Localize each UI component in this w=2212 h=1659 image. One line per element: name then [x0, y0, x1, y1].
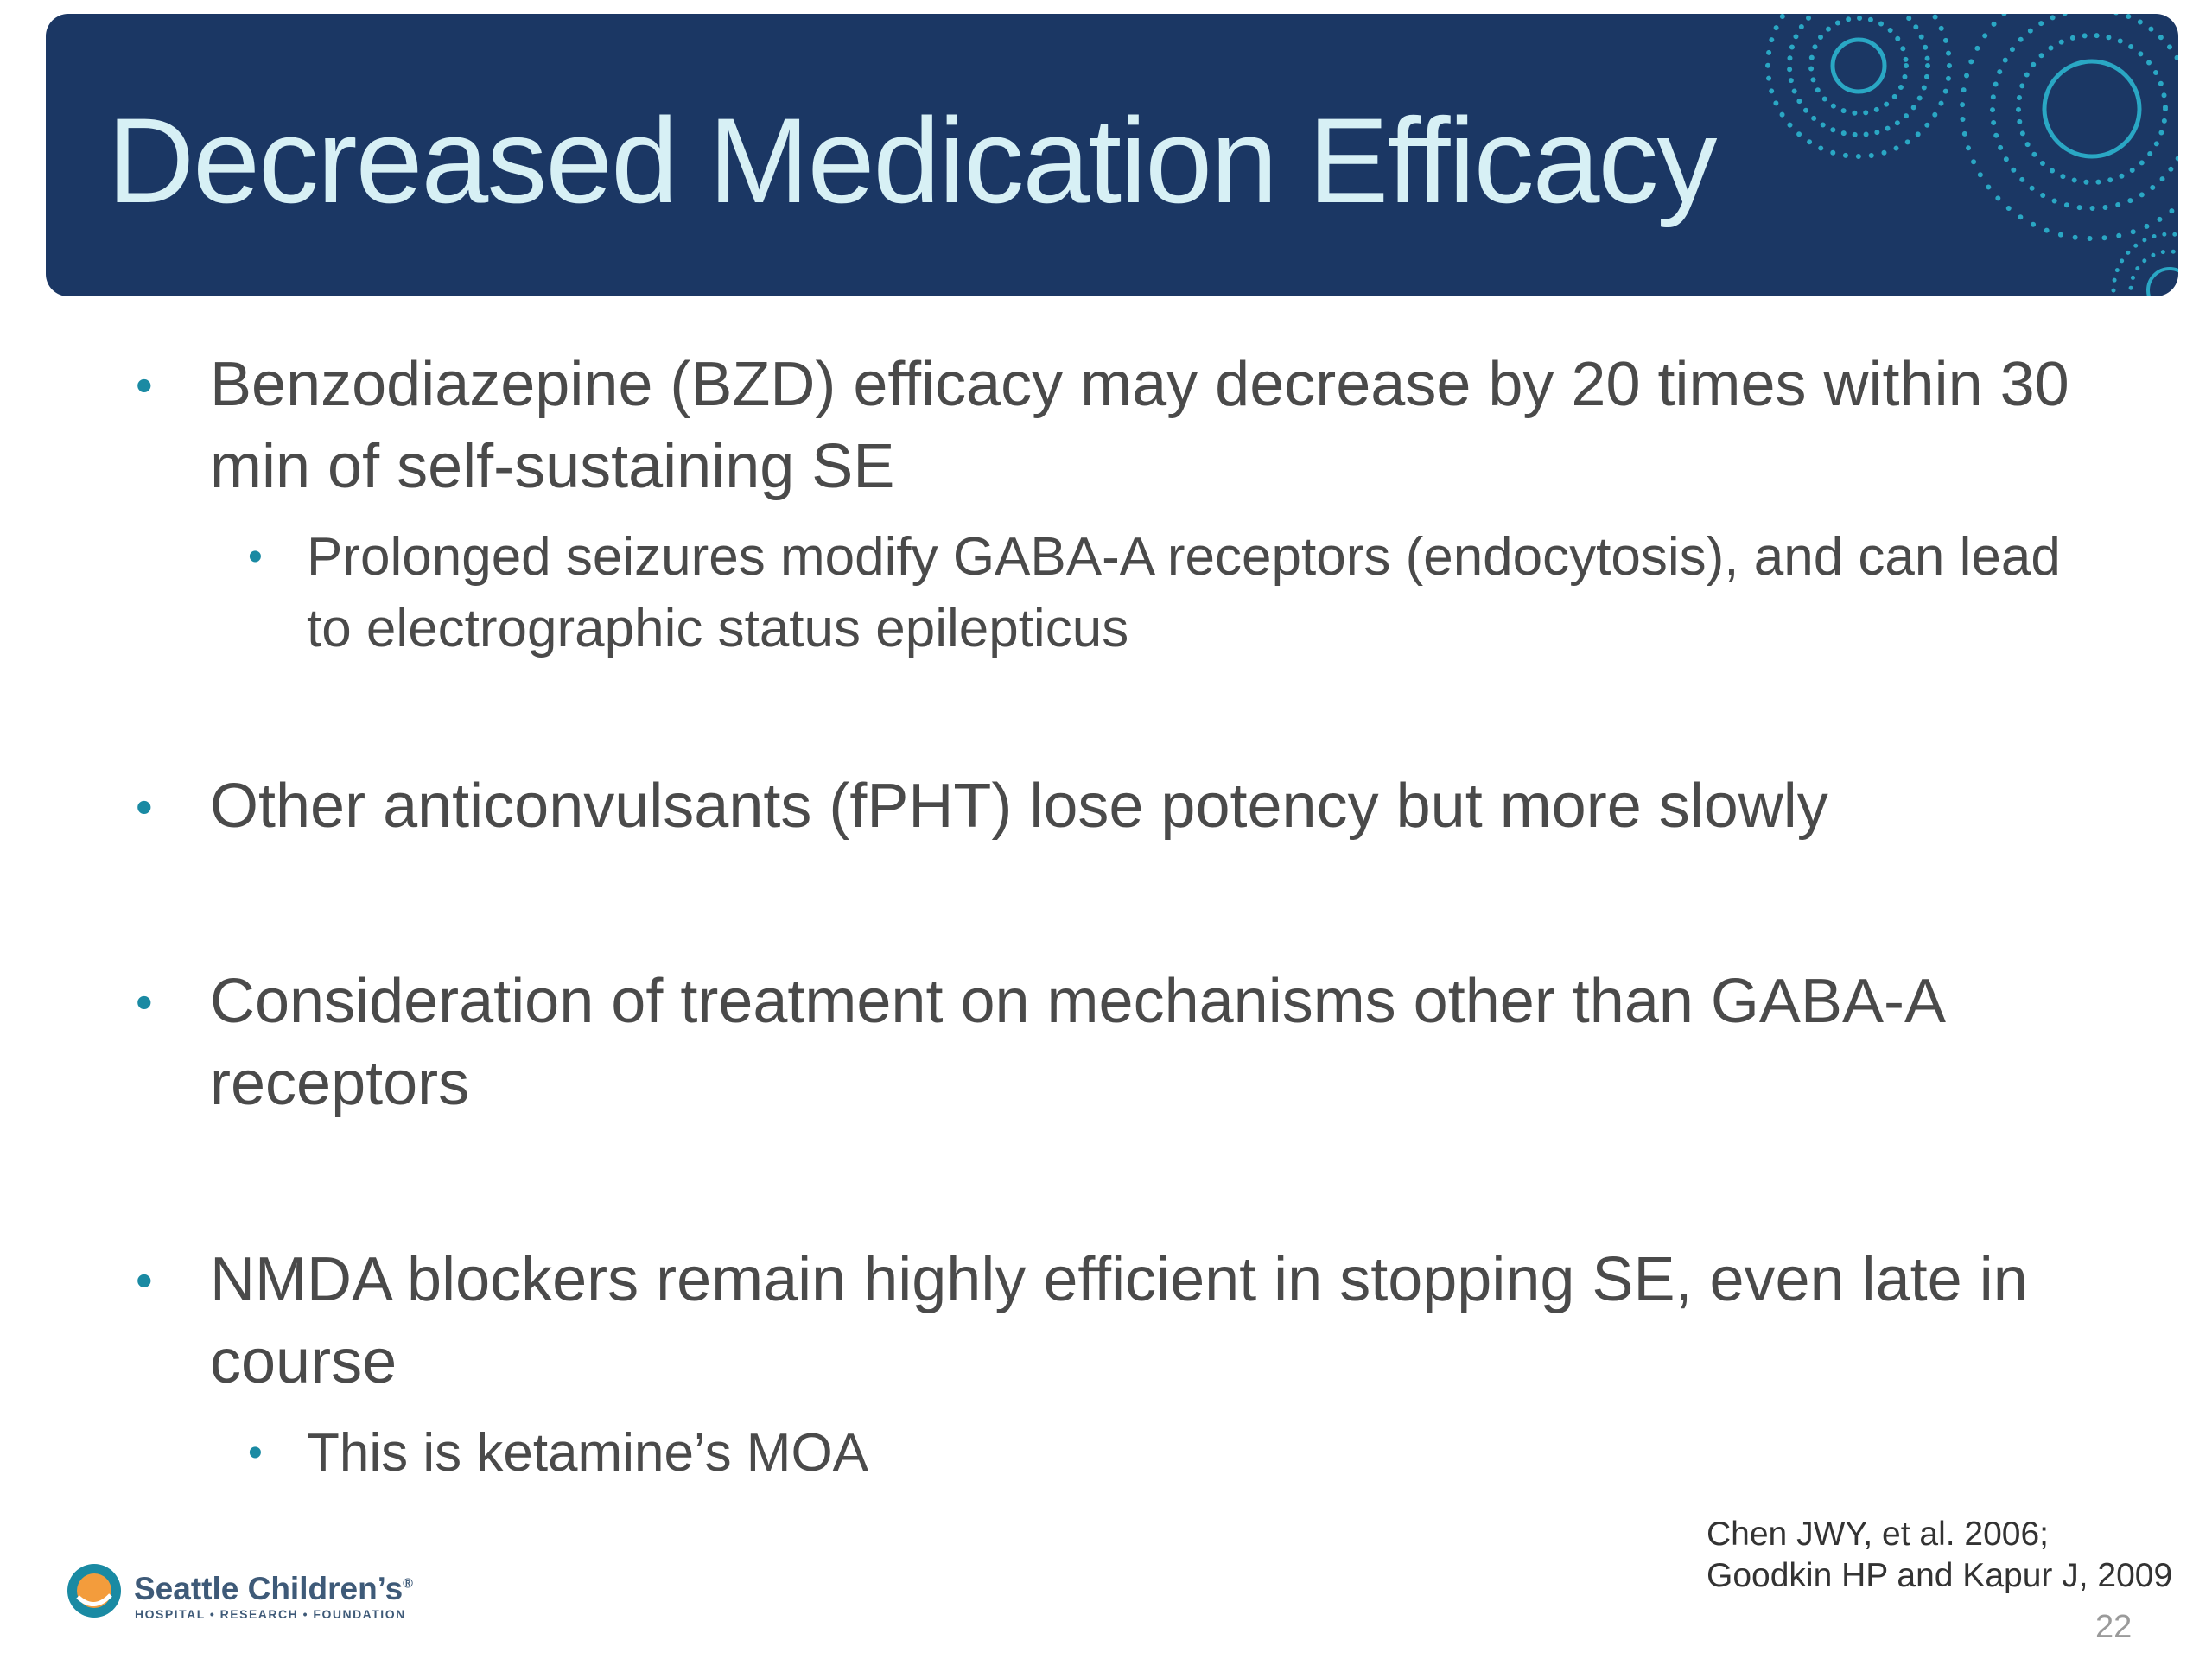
header-decoration [1765, 14, 2178, 296]
bullet: Benzodiazepine (BZD) efficacy may decrea… [136, 344, 2111, 508]
citation-line: Goodkin HP and Kapur J, 2009 [1707, 1557, 2173, 1594]
logo-icon [67, 1564, 121, 1618]
logo-tagline: HOSPITAL • RESEARCH • FOUNDATION [135, 1607, 406, 1621]
logo-mark: ® [403, 1576, 413, 1592]
logo-text: Seattle Children’s [134, 1571, 404, 1606]
citation-line: Chen JWY, et al. 2006; [1707, 1516, 2050, 1553]
slide-title: Decreased Medication Efficacy [107, 92, 1717, 228]
page-number: 22 [2095, 1609, 2133, 1645]
header: Decreased Medication Efficacy [46, 14, 2178, 296]
bullet: Consideration of treatment on mechanisms… [136, 961, 2111, 1125]
citation: Chen JWY, et al. 2006; Goodkin HP and Ka… [1707, 1514, 2172, 1597]
logo-name: Seattle Children’s® [134, 1571, 413, 1607]
bullet: NMDA blockers remain highly efficient in… [136, 1239, 2111, 1403]
sub-bullet: Prolonged seizures modify GABA-A recepto… [248, 521, 2078, 664]
sub-bullet: This is ketamine’s MOA [248, 1417, 2078, 1489]
bullet: Other anticonvulsants (fPHT) lose potenc… [136, 766, 2111, 848]
